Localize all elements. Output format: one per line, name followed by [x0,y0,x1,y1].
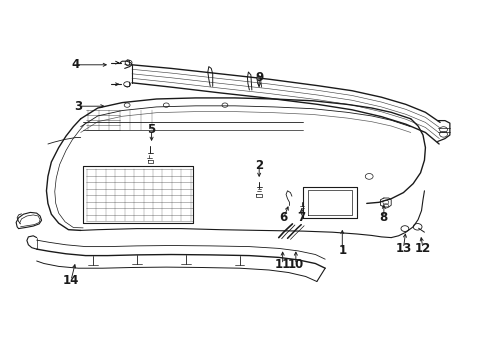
Text: 7: 7 [297,211,305,224]
Text: 3: 3 [74,100,82,113]
Text: 12: 12 [414,242,430,255]
Text: 9: 9 [255,71,263,84]
Text: 6: 6 [279,211,287,224]
Text: 5: 5 [147,123,155,136]
Text: 10: 10 [287,258,304,271]
Text: 14: 14 [62,274,79,287]
Text: 8: 8 [379,211,387,224]
Text: 13: 13 [394,242,411,255]
Text: 2: 2 [255,159,263,172]
Text: 11: 11 [274,258,290,271]
Text: 4: 4 [72,58,80,71]
Text: 1: 1 [338,244,346,257]
